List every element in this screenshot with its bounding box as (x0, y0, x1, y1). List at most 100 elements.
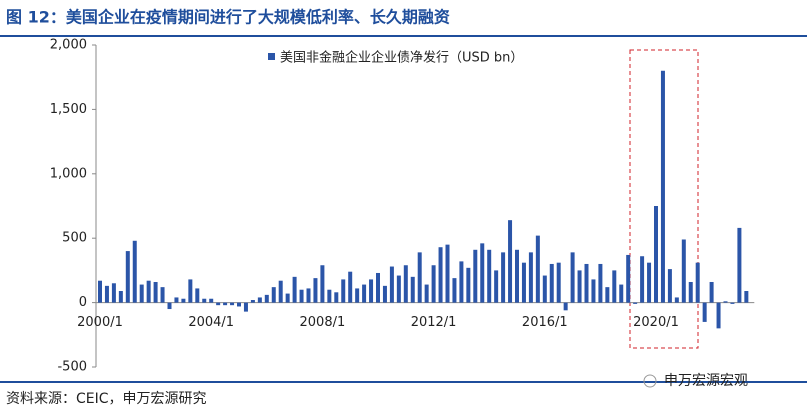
bar (577, 270, 582, 303)
y-tick-label: 500 (62, 231, 87, 246)
bar (633, 302, 638, 304)
bar (681, 239, 686, 303)
brand-icon (643, 374, 657, 388)
bar (396, 275, 401, 303)
x-tick-label: 2000/1 (77, 315, 123, 330)
bar (209, 298, 214, 303)
y-tick-label: 0 (79, 295, 87, 310)
bar (612, 270, 617, 303)
bar (98, 280, 102, 303)
bar (744, 291, 749, 303)
bar (619, 284, 624, 303)
bar (660, 70, 665, 303)
x-tick-label: 2020/1 (633, 315, 679, 330)
bar (334, 292, 339, 303)
bar (382, 285, 387, 303)
bar (257, 297, 262, 303)
bar (521, 262, 526, 303)
bar (508, 220, 513, 303)
bar (237, 302, 241, 307)
bar (285, 293, 290, 303)
bar (362, 284, 367, 303)
bar (341, 279, 346, 303)
bar (153, 281, 158, 303)
y-tick-label: 1,500 (50, 102, 87, 117)
bar (528, 252, 533, 303)
x-tick-label: 2016/1 (522, 315, 568, 330)
bar (647, 262, 652, 303)
bar (688, 281, 693, 303)
legend-swatch (268, 53, 275, 60)
bar (376, 272, 380, 303)
bar (445, 244, 450, 303)
bar (431, 265, 436, 303)
bar (480, 243, 485, 303)
bar (598, 263, 603, 303)
chart-title: 图 12：美国企业在疫情期间进行了大规模低利率、长久期融资 (6, 8, 450, 27)
bar (591, 279, 596, 303)
bar (494, 270, 499, 303)
bar (292, 276, 297, 303)
bar (535, 235, 540, 303)
bar (104, 285, 109, 303)
bar (230, 302, 235, 306)
bar (188, 279, 193, 303)
bar (243, 302, 248, 312)
bar (702, 302, 707, 322)
bar (181, 298, 186, 303)
bar (132, 240, 137, 303)
bar (195, 288, 200, 303)
x-tick-label: 2008/1 (300, 315, 346, 330)
bar (146, 280, 151, 303)
y-tick-label: 1,000 (50, 166, 87, 181)
bar (299, 289, 304, 303)
bar (424, 284, 429, 303)
bar (348, 271, 353, 303)
bar (570, 252, 575, 303)
bar (223, 302, 228, 306)
bar (667, 269, 672, 303)
bar (737, 227, 742, 303)
bar (389, 266, 394, 303)
source-note: 资料来源：CEIC，申万宏源研究 (6, 391, 207, 407)
bar (313, 278, 318, 303)
bar (111, 283, 116, 303)
bar (466, 267, 471, 303)
bar (320, 265, 325, 303)
bar (327, 289, 332, 303)
bar (264, 294, 269, 303)
bar (695, 262, 700, 303)
bar (403, 265, 408, 303)
highlight-box (629, 49, 699, 349)
brand-label: 申万宏源宏观 (664, 373, 748, 389)
bar (139, 284, 144, 303)
bar (438, 247, 443, 303)
bar (306, 288, 311, 303)
bar (174, 297, 179, 303)
legend-label: 美国非金融企业企业债净发行（USD bn） (280, 50, 523, 66)
bar (716, 302, 721, 329)
bar (723, 301, 728, 303)
bar (584, 263, 589, 303)
bar (452, 278, 457, 303)
bar (160, 287, 165, 303)
bar (626, 254, 631, 303)
bar (216, 302, 221, 306)
bar (355, 288, 360, 303)
bar (563, 302, 568, 311)
bar (640, 256, 645, 303)
bar (515, 249, 519, 303)
bar (271, 287, 276, 303)
bar (118, 291, 123, 303)
bar (278, 280, 283, 303)
bar (674, 297, 679, 303)
bar (410, 276, 415, 303)
y-tick-label: 2,000 (50, 38, 87, 53)
bar (654, 206, 658, 303)
bar (605, 287, 610, 303)
bar (202, 298, 207, 303)
x-tick-label: 2004/1 (188, 315, 234, 330)
bar (459, 261, 464, 303)
bar (487, 249, 492, 303)
